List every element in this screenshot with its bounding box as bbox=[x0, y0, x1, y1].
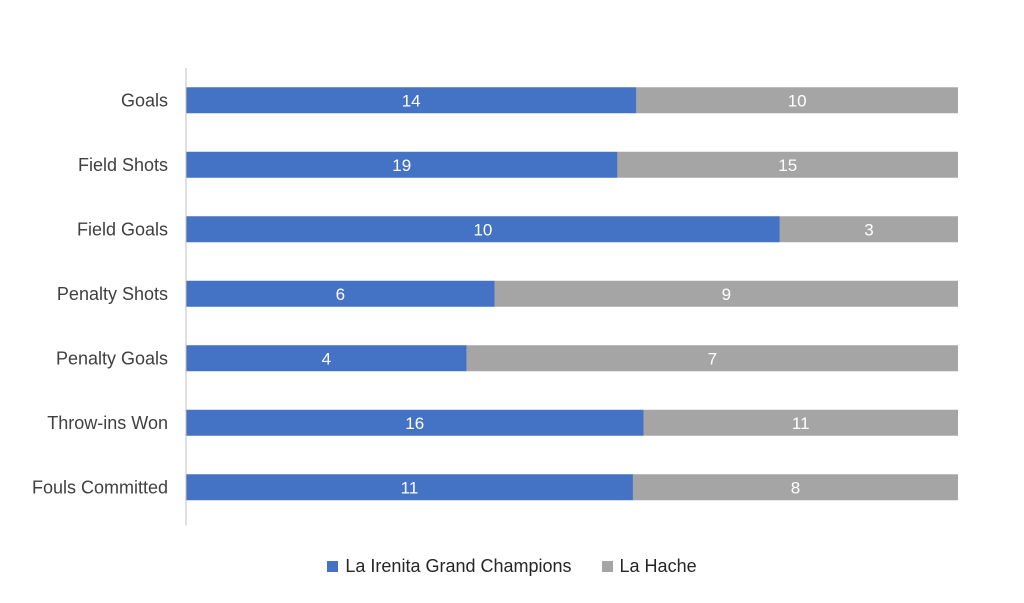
category-label-fouls-committed: Fouls Committed bbox=[32, 477, 168, 497]
bars-group: 14 10 19 15 10 3 6 9 4 7 16 11 11 8 bbox=[186, 87, 958, 501]
legend-item-la-irenita: La Irenita Grand Champions bbox=[327, 556, 572, 577]
bar-la-hache-goals bbox=[636, 87, 958, 114]
data-label-la-irenita-grand-champions-goals: 14 bbox=[402, 91, 421, 110]
data-label-la-hache-goals: 10 bbox=[788, 91, 807, 110]
bar-la-hache-field-goals bbox=[779, 216, 958, 243]
legend-label-la-irenita: La Irenita Grand Champions bbox=[345, 556, 572, 576]
category-label-field-shots: Field Shots bbox=[78, 155, 168, 175]
data-label-la-irenita-grand-champions-field-shots: 19 bbox=[392, 156, 411, 175]
legend: La Irenita Grand Champions La Hache bbox=[0, 556, 1024, 577]
data-label-la-hache-field-goals: 3 bbox=[864, 220, 873, 239]
bar-la-hache-field-shots bbox=[617, 151, 958, 178]
data-label-la-irenita-grand-champions-penalty-goals: 4 bbox=[322, 349, 331, 368]
bar-la-hache-fouls-committed bbox=[632, 474, 958, 501]
bar-la-irenita-grand-champions-field-shots bbox=[186, 151, 618, 178]
data-label-la-hache-throw-ins-won: 11 bbox=[792, 414, 810, 433]
data-label-la-irenita-grand-champions-throw-ins-won: 16 bbox=[405, 414, 424, 433]
bar-la-hache-penalty-shots bbox=[494, 280, 958, 307]
data-label-la-irenita-grand-champions-field-goals: 10 bbox=[473, 220, 492, 239]
data-label-la-irenita-grand-champions-fouls-committed: 11 bbox=[401, 478, 419, 497]
bar-la-hache-penalty-goals bbox=[466, 345, 958, 372]
chart: 14 10 19 15 10 3 6 9 4 7 16 11 11 8 Goals Field Shots F… bbox=[32, 68, 958, 526]
legend-item-la-hache: La Hache bbox=[601, 556, 697, 577]
bar-la-irenita-grand-champions-goals bbox=[186, 87, 637, 114]
bar-la-irenita-grand-champions-fouls-committed bbox=[186, 474, 633, 501]
category-label-penalty-goals: Penalty Goals bbox=[56, 348, 168, 368]
bar-la-irenita-grand-champions-penalty-shots bbox=[186, 280, 495, 307]
data-label-la-hache-penalty-goals: 7 bbox=[708, 349, 717, 368]
legend-swatch-la-hache bbox=[601, 561, 613, 572]
data-label-la-irenita-grand-champions-penalty-shots: 6 bbox=[336, 285, 345, 304]
legend-swatch-la-irenita bbox=[327, 561, 339, 572]
bar-la-irenita-grand-champions-throw-ins-won bbox=[186, 409, 644, 436]
category-label-penalty-shots: Penalty Shots bbox=[57, 284, 168, 304]
legend-label-la-hache: La Hache bbox=[619, 556, 697, 576]
category-label-throw-ins-won: Throw-ins Won bbox=[47, 413, 168, 433]
bar-la-irenita-grand-champions-field-goals bbox=[186, 216, 780, 243]
data-label-la-hache-field-shots: 15 bbox=[778, 156, 797, 175]
data-label-la-hache-penalty-shots: 9 bbox=[722, 285, 731, 304]
bar-la-hache-throw-ins-won bbox=[643, 409, 958, 436]
data-label-la-hache-fouls-committed: 8 bbox=[791, 478, 800, 497]
bar-la-irenita-grand-champions-penalty-goals bbox=[186, 345, 467, 372]
category-label-field-goals: Field Goals bbox=[77, 219, 168, 239]
category-label-goals: Goals bbox=[121, 90, 168, 110]
category-labels: Goals Field Shots Field Goals Penalty Shots… bbox=[32, 90, 168, 497]
